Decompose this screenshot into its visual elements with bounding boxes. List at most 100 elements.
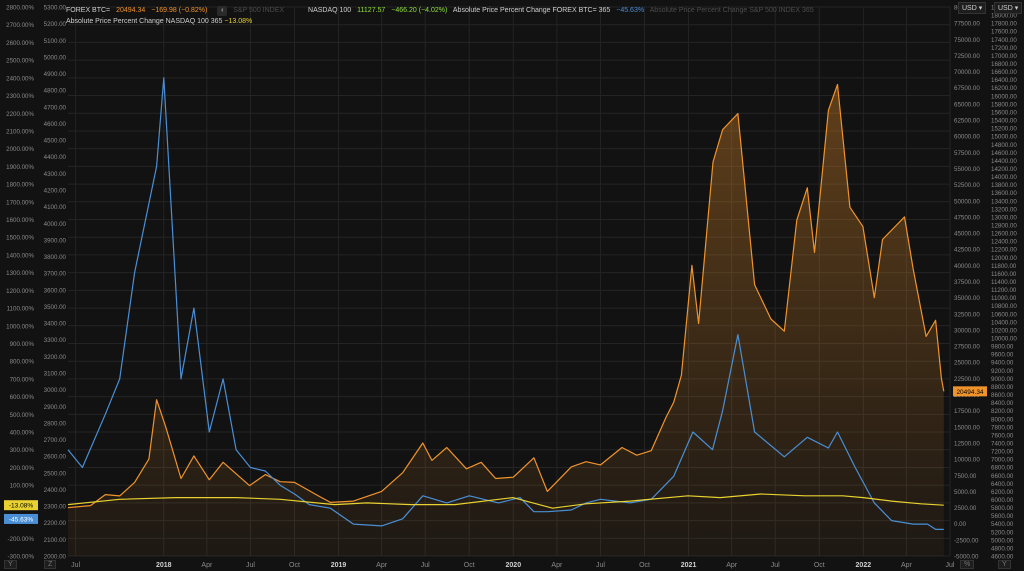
- x-tick-label: Oct: [814, 562, 825, 569]
- usd-tick-label: 7000.00: [991, 457, 1014, 464]
- pct-tick-label: 1400.00%: [6, 252, 34, 259]
- legend-apc-sp-label[interactable]: Absolute Price Percent Change S&P 500 IN…: [649, 7, 814, 14]
- prev-legend-button[interactable]: ‹: [217, 6, 228, 16]
- ndx-tick-label: 2300.00: [44, 504, 67, 511]
- x-tick-label: 2019: [331, 562, 347, 569]
- ndx-tick-label: 3800.00: [44, 254, 67, 261]
- legend-nasdaq-change: −466.20 (−4.02%): [391, 7, 448, 14]
- usd-tick-label: 16400.00: [991, 77, 1017, 84]
- x-tick-label: Apr: [376, 562, 388, 569]
- series-line-apc-btc[interactable]: [67, 77, 944, 530]
- pct-tick-label: 400.00%: [10, 430, 35, 437]
- legend-btc-name[interactable]: FOREX BTC=: [66, 7, 111, 14]
- x-tick-label: 2022: [856, 562, 872, 569]
- usd-tick-label: 18000.00: [991, 13, 1017, 20]
- ndx-tick-label: 3400.00: [44, 321, 67, 328]
- legend-row-2: Absolute Price Percent Change NASDAQ 100…: [66, 18, 252, 25]
- btc-tick-label: 60000.00: [954, 134, 980, 141]
- usd-tick-label: 10400.00: [991, 319, 1017, 326]
- usd-tick-label: 14600.00: [991, 150, 1017, 157]
- btc-tick-label: 67500.00: [954, 85, 980, 92]
- last-value-tag-label: 20494.34: [956, 389, 983, 396]
- usd-tick-label: 6400.00: [991, 481, 1014, 488]
- usd-unit-button-1[interactable]: USD ▾: [958, 2, 987, 14]
- legend-nasdaq-price: 11127.57: [357, 7, 386, 14]
- usd-tick-label: 15200.00: [991, 126, 1017, 133]
- ndx-tick-label: 4600.00: [44, 121, 67, 128]
- usd-tick-label: 5400.00: [991, 521, 1014, 528]
- last-value-tag-label: -45.63%: [9, 516, 33, 523]
- btc-tick-label: 27500.00: [954, 344, 980, 351]
- btc-tick-label: 25000.00: [954, 360, 980, 367]
- pct-tick-label: 1300.00%: [6, 270, 34, 277]
- last-value-tag-label: -13.08%: [9, 503, 33, 510]
- ndx-tick-label: 2600.00: [44, 454, 67, 461]
- ndx-tick-label: 2700.00: [44, 437, 67, 444]
- usd-tick-label: 12200.00: [991, 247, 1017, 254]
- pct-tick-label: 1500.00%: [6, 235, 34, 242]
- usd-tick-label: 13200.00: [991, 206, 1017, 213]
- pct-tick-label: 2400.00%: [6, 75, 34, 82]
- corner-pct-right[interactable]: %: [960, 560, 975, 569]
- btc-tick-label: 32500.00: [954, 311, 980, 318]
- btc-tick-label: 62500.00: [954, 118, 980, 125]
- usd-tick-label: 4800.00: [991, 545, 1014, 552]
- btc-tick-label: 77500.00: [954, 21, 980, 28]
- x-tick-label: Jul: [596, 562, 605, 569]
- usd-unit-button-2[interactable]: USD ▾: [994, 2, 1023, 14]
- usd-tick-label: 6200.00: [991, 489, 1014, 496]
- pct-tick-label: 2800.00%: [6, 5, 34, 12]
- pct-tick-label: 800.00%: [10, 359, 35, 366]
- x-tick-label: Oct: [464, 562, 475, 569]
- ndx-tick-label: 4300.00: [44, 171, 67, 178]
- btc-tick-label: -2500.00: [954, 537, 979, 544]
- usd-tick-label: 7400.00: [991, 440, 1014, 447]
- pct-tick-label: -300.00%: [8, 554, 35, 561]
- usd-tick-label: 15400.00: [991, 118, 1017, 125]
- usd-tick-label: 13000.00: [991, 214, 1017, 221]
- ndx-tick-label: 3200.00: [44, 354, 67, 361]
- legend-apc-ndx-label[interactable]: Absolute Price Percent Change NASDAQ 100…: [66, 18, 223, 25]
- ndx-tick-label: 3300.00: [44, 337, 67, 344]
- usd-tick-label: 11400.00: [991, 279, 1017, 286]
- btc-tick-label: 55000.00: [954, 166, 980, 173]
- series-line-btc[interactable]: [67, 83, 945, 509]
- usd-tick-label: 14800.00: [991, 142, 1017, 149]
- corner-y-right[interactable]: Y: [998, 560, 1011, 569]
- x-tick-label: Oct: [289, 562, 300, 569]
- usd-tick-label: 12000.00: [991, 255, 1017, 262]
- pct-tick-label: 1000.00%: [6, 323, 34, 330]
- last-value-tags: 11127.5720494.34-13.08%-45.63%: [4, 386, 987, 524]
- series-layer: [67, 77, 945, 556]
- series-line-apc-ndx[interactable]: [67, 493, 944, 509]
- x-tick-label: Apr: [726, 562, 738, 569]
- btc-tick-label: 30000.00: [954, 327, 980, 334]
- last-value-tag: [4, 513, 38, 524]
- usd-tick-label: 12600.00: [991, 231, 1017, 238]
- usd-tick-label: 11600.00: [991, 271, 1017, 278]
- x-tick-label: Apr: [201, 562, 213, 569]
- ndx-tick-label: 3600.00: [44, 287, 67, 294]
- ndx-tick-label: 4900.00: [44, 71, 67, 78]
- ndx-tick-label: 4400.00: [44, 154, 67, 161]
- x-tick-label: Apr: [901, 562, 913, 569]
- x-tick-label: Jul: [771, 562, 780, 569]
- corner-z-left[interactable]: Z: [44, 560, 57, 569]
- usd-tick-label: 16000.00: [991, 93, 1017, 100]
- usd-tick-label: 10200.00: [991, 327, 1017, 334]
- ndx-tick-label: 5300.00: [44, 5, 67, 12]
- legend-hidden-sp[interactable]: S&P 500 INDEX: [233, 7, 285, 14]
- btc-tick-label: 5000.00: [954, 489, 977, 496]
- ndx-tick-label: 4000.00: [44, 221, 67, 228]
- pct-tick-label: 600.00%: [10, 394, 35, 401]
- btc-tick-label: -5000.00: [954, 554, 979, 561]
- btc-tick-label: 37500.00: [954, 279, 980, 286]
- x-tick-label: Jul: [946, 562, 955, 569]
- usd-tick-label: 8000.00: [991, 416, 1014, 423]
- corner-y-left[interactable]: Y: [4, 560, 17, 569]
- legend-apc-btc-label[interactable]: Absolute Price Percent Change FOREX BTC=…: [452, 7, 611, 14]
- legend-nasdaq-name[interactable]: NASDAQ 100: [308, 7, 352, 14]
- usd-tick-label: 9600.00: [991, 352, 1014, 359]
- btc-tick-label: 2500.00: [954, 505, 977, 512]
